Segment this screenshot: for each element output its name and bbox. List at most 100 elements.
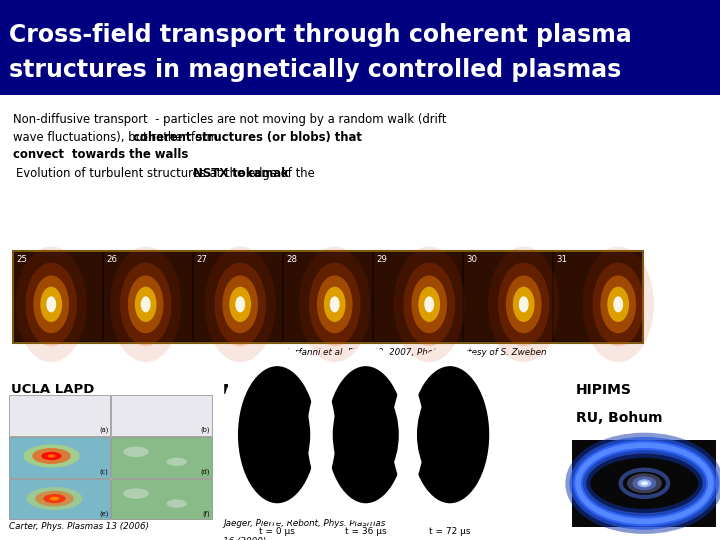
Ellipse shape [637,480,652,487]
Text: HIPIMS: HIPIMS [576,383,632,397]
Ellipse shape [513,287,534,322]
Ellipse shape [128,275,163,333]
Bar [194,252,282,341]
Ellipse shape [643,482,646,484]
Text: Cross-field transport through coherent plasma: Cross-field transport through coherent p… [9,23,631,48]
Ellipse shape [333,382,399,488]
Ellipse shape [135,287,157,322]
Ellipse shape [403,262,455,346]
Ellipse shape [123,488,149,499]
Ellipse shape [24,444,79,468]
Text: NSTX tokamak: NSTX tokamak [193,167,289,180]
Ellipse shape [394,246,465,362]
Text: structures in magnetically controlled plasmas: structures in magnetically controlled pl… [9,58,621,82]
Text: (f): (f) [202,510,210,517]
Ellipse shape [229,287,251,322]
Bar [13,251,643,343]
Ellipse shape [166,458,187,466]
Ellipse shape [50,497,59,501]
Ellipse shape [312,349,420,521]
Ellipse shape [16,246,87,362]
Text: (e): (e) [99,510,108,517]
Text: (a): (a) [99,427,108,433]
Text: Carter, Phys. Plasmas 13 (2006): Carter, Phys. Plasmas 13 (2006) [9,522,148,531]
Ellipse shape [110,246,181,362]
Text: MISTRAL, Aix-Marseille Univ.: MISTRAL, Aix-Marseille Univ. [223,383,447,397]
Ellipse shape [506,275,541,333]
Ellipse shape [627,474,662,493]
Ellipse shape [235,296,245,312]
Ellipse shape [641,481,648,485]
Text: 29: 29 [377,255,387,265]
Ellipse shape [411,275,447,333]
Bar [572,440,716,526]
Text: (d): (d) [201,469,210,475]
Ellipse shape [488,246,559,362]
Ellipse shape [25,262,77,346]
Text: 28: 28 [287,255,297,265]
Bar [111,479,212,519]
Text: Jaeger, Pierre, Rebont, Phys. Plasmas: Jaeger, Pierre, Rebont, Phys. Plasmas [223,519,385,529]
Ellipse shape [123,447,149,457]
Text: RU, Bohum: RU, Bohum [576,411,662,426]
Bar [9,437,109,478]
Ellipse shape [418,287,440,322]
Text: t = 36 μs: t = 36 μs [345,526,387,536]
Bar [374,252,462,341]
Ellipse shape [632,476,657,490]
Ellipse shape [317,275,353,333]
Bar [9,395,109,436]
Bar [111,437,212,478]
Text: coherent structures (or blobs) that: coherent structures (or blobs) that [133,131,362,144]
Text: convect  towards the walls: convect towards the walls [13,148,188,161]
Text: (c): (c) [99,469,108,475]
Ellipse shape [166,500,187,508]
Text: Non-diffusive transport  - particles are not moving by a random walk (drift: Non-diffusive transport - particles are … [13,113,446,126]
Text: (E×B linear device): (E×B linear device) [223,411,373,426]
Ellipse shape [417,382,483,488]
Ellipse shape [498,262,549,346]
Ellipse shape [32,448,71,464]
Bar [111,395,212,436]
Bar [284,252,372,341]
Text: t = 72 μs: t = 72 μs [429,526,471,536]
Ellipse shape [41,452,62,460]
Ellipse shape [46,296,56,312]
Text: (b): (b) [201,427,210,433]
Ellipse shape [40,287,62,322]
Bar [464,252,552,341]
Text: Serfanni et al, PPCF 49, 2007, Photo: Courtesy of S. Zweben: Serfanni et al, PPCF 49, 2007, Photo: Co… [284,348,546,357]
Ellipse shape [33,275,69,333]
Ellipse shape [48,454,55,458]
Ellipse shape [141,296,150,312]
Text: Evolution of turbulent structures at the edge of the: Evolution of turbulent structures at the… [16,167,318,180]
Ellipse shape [330,296,340,312]
Text: UCLA LAPD: UCLA LAPD [11,383,94,396]
Ellipse shape [204,246,276,362]
Bar [104,252,192,341]
Ellipse shape [613,296,624,312]
Bar [14,252,102,341]
Bar [554,252,642,341]
Ellipse shape [223,349,331,521]
Ellipse shape [608,287,629,322]
Ellipse shape [299,246,370,362]
Ellipse shape [396,349,504,521]
Bar [9,479,109,519]
Ellipse shape [244,382,310,488]
Ellipse shape [424,296,434,312]
Text: 30: 30 [467,255,477,265]
Text: 31: 31 [557,255,567,265]
Text: 16 (2000): 16 (2000) [223,537,266,540]
Text: 26: 26 [107,255,117,265]
Ellipse shape [215,262,266,346]
Ellipse shape [600,275,636,333]
Text: t = 0 μs: t = 0 μs [259,526,295,536]
Ellipse shape [518,296,528,312]
Ellipse shape [582,246,654,362]
Text: 25: 25 [17,255,27,265]
Text: 27: 27 [197,255,207,265]
Ellipse shape [35,491,74,507]
Ellipse shape [593,262,644,346]
Text: wave fluctuations), but rather form: wave fluctuations), but rather form [13,131,222,144]
